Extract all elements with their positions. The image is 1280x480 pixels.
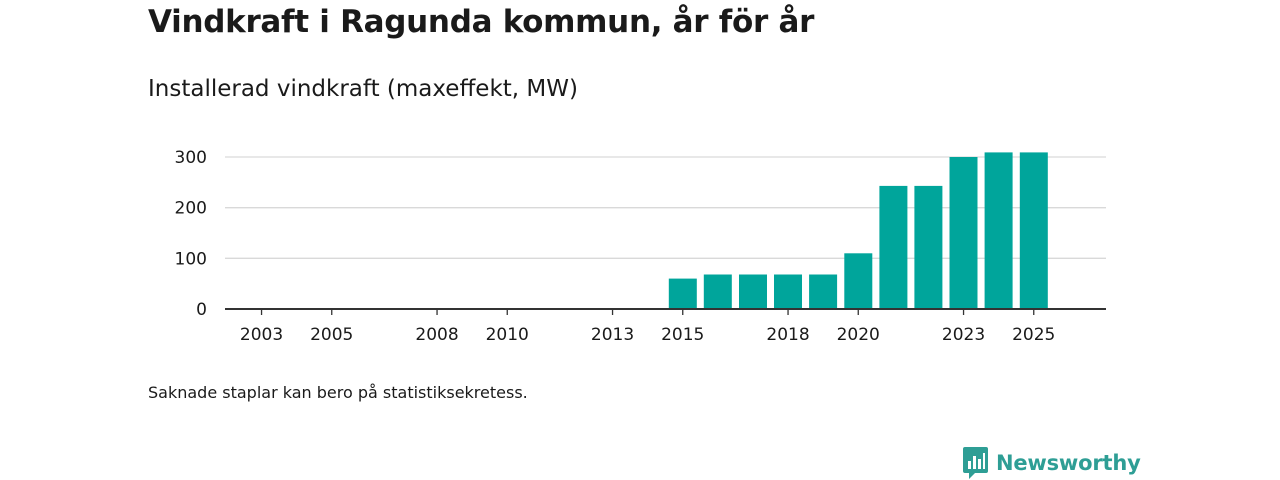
bar [809,274,838,309]
x-tick-label: 2015 [661,325,704,345]
bar [739,274,767,309]
x-tick-label: 2025 [1012,325,1055,345]
bar [1019,152,1048,309]
bar [949,157,978,309]
x-tick-label: 2005 [310,325,353,345]
bar [703,274,732,309]
x-tick-label: 2023 [942,325,985,345]
y-tick-label: 200 [175,199,207,219]
x-tick-label: 2013 [591,325,634,345]
bar-chart: 0 100 200 300 2003 2005 2008 2010 2013 2015 2018 20… [175,148,1106,345]
bar [774,274,802,309]
x-tick-label: 2010 [486,325,529,345]
y-tick-label: 100 [175,249,207,269]
x-tick-label: 2003 [240,325,283,345]
bar [984,152,1013,309]
bar [879,185,908,309]
brand-name: Newsworthy [996,451,1141,475]
x-tick-label: 2008 [415,325,458,345]
chart-title: Vindkraft i Ragunda kommun, år för år [148,4,815,40]
x-tick-label: 2018 [766,325,809,345]
y-tick-label: 0 [196,300,207,320]
brand-logo: Newsworthy [962,446,1141,480]
x-tick-label: 2020 [837,325,880,345]
bar [668,278,697,309]
newsworthy-logo-icon [963,447,988,479]
y-tick-label: 300 [175,148,207,168]
bar [844,253,873,309]
footnote: Saknade staplar kan bero på statistiksek… [148,383,528,402]
bar [914,185,943,309]
chart-subtitle: Installerad vindkraft (maxeffekt, MW) [148,76,578,102]
